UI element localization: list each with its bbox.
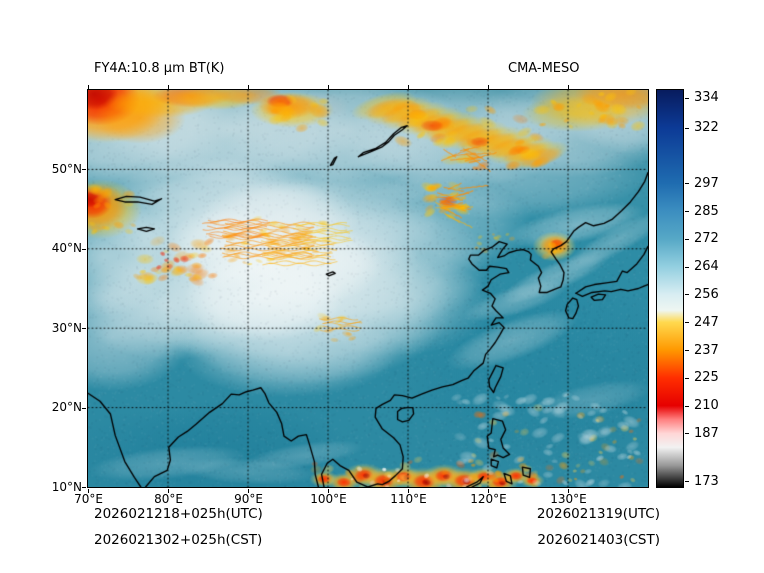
x-tick-label: 90°E: [234, 492, 263, 506]
colorbar-tick-label: 264: [694, 259, 719, 275]
colorbar-tick-mark: [685, 266, 689, 268]
init-time-cst-label: 2026021302+025h(CST): [94, 532, 263, 548]
x-tick-mark-top: [88, 85, 89, 89]
colorbar-tick-mark: [685, 322, 689, 324]
x-tick-mark-top: [488, 85, 489, 89]
y-tick-mark: [82, 169, 86, 171]
x-tick-label: 130°E: [550, 492, 587, 506]
x-tick-mark: [568, 489, 569, 493]
x-tick-mark: [168, 489, 169, 493]
colorbar-tick-label: 322: [694, 120, 719, 136]
y-tick-mark: [82, 248, 86, 250]
colorbar-tick-mark: [685, 294, 689, 296]
colorbar-tick-label: 225: [694, 370, 719, 386]
y-tick-label: 20°N: [51, 400, 82, 415]
colorbar-tick-mark: [685, 433, 689, 435]
y-tick-label: 10°N: [51, 479, 82, 494]
colorbar-tick-mark: [685, 377, 689, 379]
plot-title: FY4A:10.8 μm BT(K): [94, 61, 225, 76]
model-name-title: CMA-MESO: [508, 61, 580, 76]
colorbar-tick-mark: [685, 350, 689, 352]
colorbar-tick-mark: [685, 405, 689, 407]
colorbar-tick-label: 334: [694, 90, 719, 106]
y-tick-mark: [82, 487, 86, 488]
x-tick-mark: [248, 489, 249, 493]
x-tick-mark: [328, 489, 329, 493]
colorbar-tick-label: 237: [694, 342, 719, 358]
x-tick-mark-top: [328, 85, 329, 89]
x-tick-mark: [488, 489, 489, 493]
colorbar-tick-label: 210: [694, 398, 719, 414]
x-tick-label: 120°E: [470, 492, 507, 506]
y-tick-label: 30°N: [51, 320, 82, 335]
x-tick-mark-top: [408, 85, 409, 89]
colorbar-tick-label: 173: [694, 473, 719, 489]
colorbar-tick-label: 256: [694, 286, 719, 302]
satellite-bt-map-canvas: [88, 90, 648, 487]
init-time-utc-label: 2026021218+025h(UTC): [94, 506, 263, 522]
valid-time-cst-label: 2026021403(CST): [537, 532, 660, 548]
colorbar-tick-label: 272: [694, 231, 719, 247]
x-tick-label: 80°E: [154, 492, 183, 506]
y-tick-mark: [82, 407, 86, 409]
colorbar-tick-mark: [685, 481, 689, 483]
colorbar-tick-label: 187: [694, 425, 719, 441]
colorbar-tick-mark: [685, 238, 689, 240]
y-tick-label: 50°N: [51, 161, 82, 176]
colorbar-tick-mark: [685, 127, 689, 129]
y-tick-label: 40°N: [51, 241, 82, 256]
x-tick-mark: [408, 489, 409, 493]
colorbar-tick-label: 247: [694, 314, 719, 330]
colorbar: [656, 89, 684, 488]
x-tick-mark-top: [248, 85, 249, 89]
colorbar-tick-label: 285: [694, 203, 719, 219]
colorbar-tick-mark: [685, 97, 689, 99]
x-tick-mark-top: [168, 85, 169, 89]
x-tick-mark-top: [568, 85, 569, 89]
x-tick-mark: [88, 489, 89, 493]
valid-time-utc-label: 2026021319(UTC): [536, 506, 660, 522]
x-tick-label: 100°E: [310, 492, 347, 506]
y-tick-mark: [82, 328, 86, 330]
colorbar-tick-label: 297: [694, 175, 719, 191]
map-plot-area: [87, 89, 649, 488]
colorbar-tick-mark: [685, 211, 689, 213]
x-tick-label: 110°E: [390, 492, 427, 506]
colorbar-tick-mark: [685, 183, 689, 185]
x-tick-label: 70°E: [74, 492, 103, 506]
